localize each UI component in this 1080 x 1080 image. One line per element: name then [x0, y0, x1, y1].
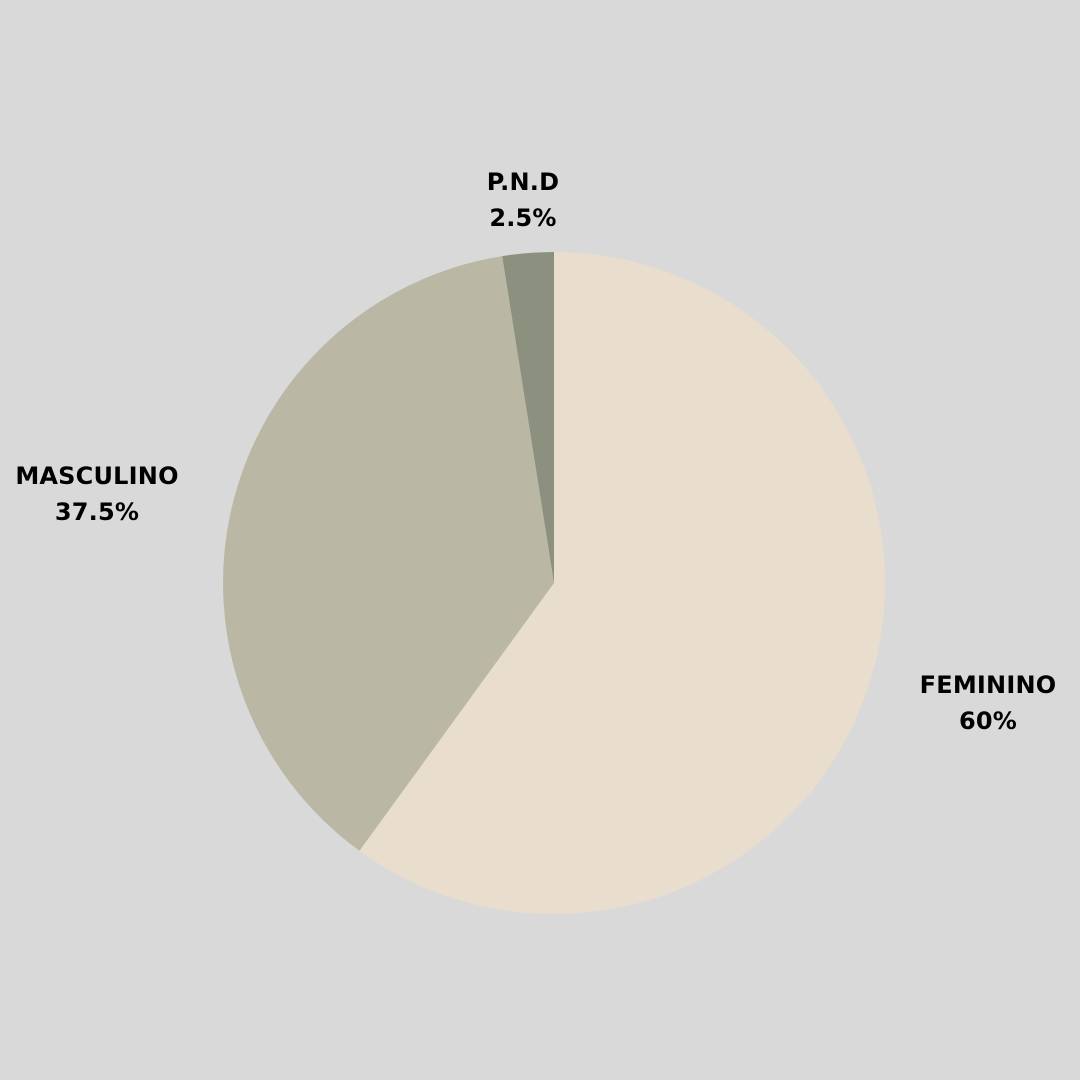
slice-label-masculino: MASCULINO 37.5%	[15, 458, 178, 530]
slice-value-feminino: 60%	[958, 707, 1018, 735]
pie-slice-masculino	[223, 256, 555, 851]
pie-slice-feminino	[359, 252, 886, 914]
slice-label-pnd: P.N.D 2.5%	[487, 164, 559, 236]
slice-name-pnd: P.N.D	[486, 168, 560, 196]
slice-label-feminino: FEMININO 60%	[920, 667, 1057, 739]
slice-value-pnd: 2.5%	[489, 204, 557, 232]
slice-name-feminino: FEMININO	[919, 671, 1057, 699]
slice-value-masculino: 37.5%	[54, 498, 140, 526]
pie-slice-pnd	[502, 252, 554, 583]
slice-name-masculino: MASCULINO	[15, 462, 179, 490]
